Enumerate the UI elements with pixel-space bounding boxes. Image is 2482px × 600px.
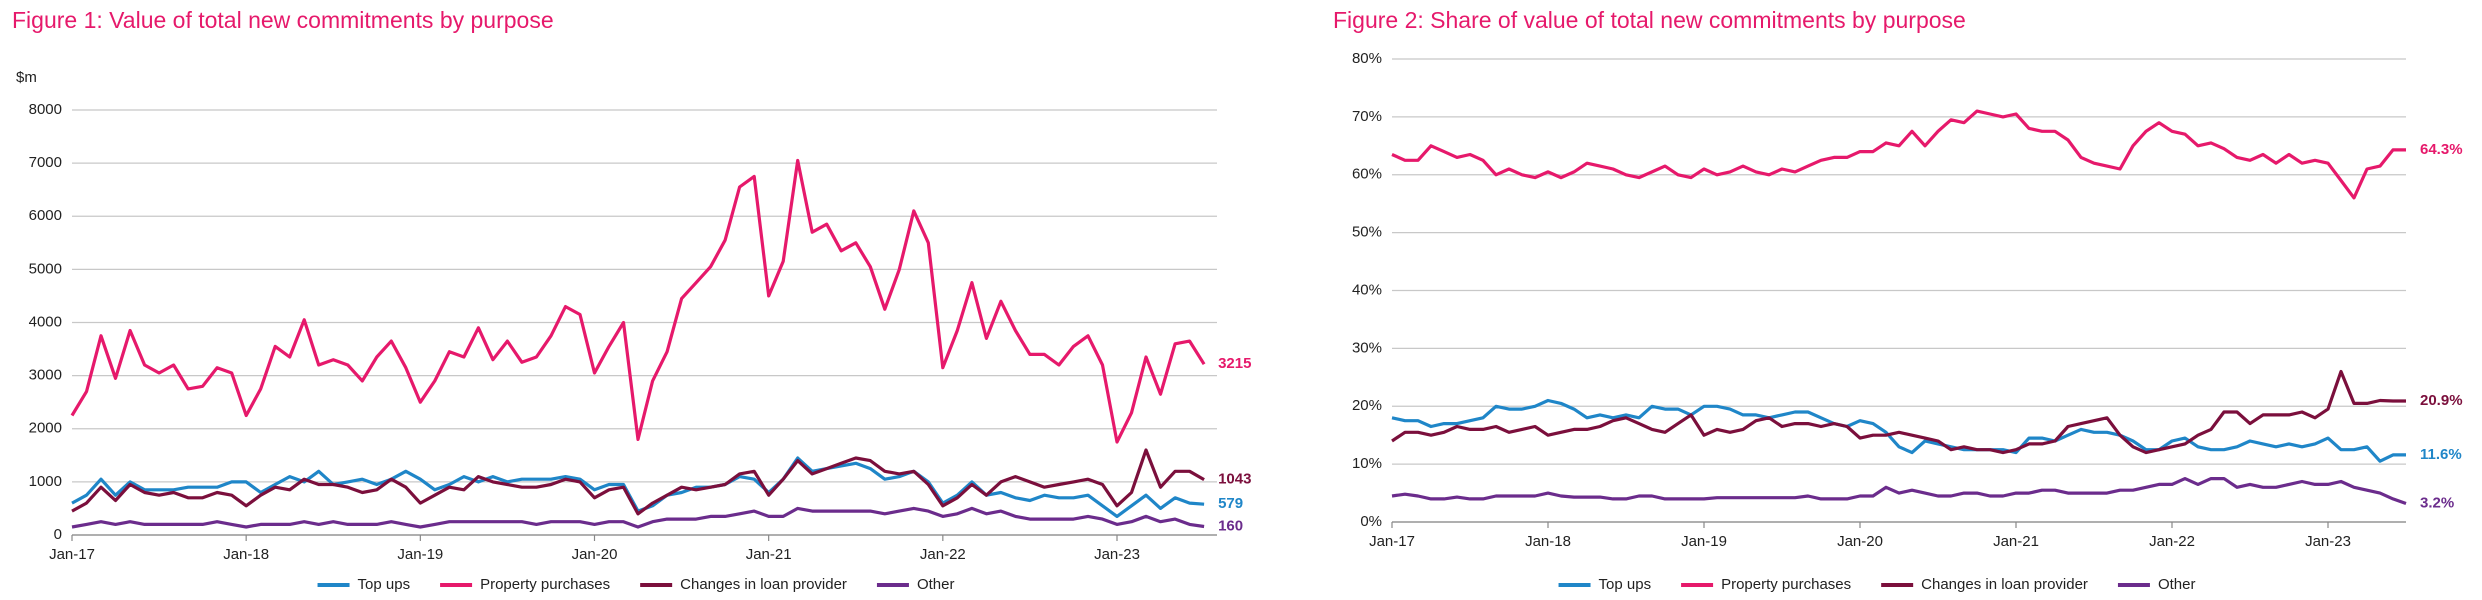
series-line — [1391, 398, 2406, 463]
x-tick-label: Jan-21 — [746, 546, 792, 563]
x-tick-label: Jan-19 — [397, 546, 443, 563]
series-line — [1391, 477, 2407, 506]
y-tick-label: 70% — [1352, 108, 1382, 125]
y-tick-label: 5000 — [29, 260, 62, 277]
y-tick-label: 30% — [1352, 339, 1382, 356]
x-tick-label: Jan-17 — [1369, 533, 1415, 550]
y-axis-label: $m — [16, 69, 37, 86]
legend-label: Other — [2158, 576, 2196, 593]
y-tick-label: 60% — [1352, 166, 1382, 183]
x-tick-label: Jan-23 — [1094, 546, 1140, 563]
y-tick-label: 7000 — [29, 154, 62, 171]
legend-label: Changes in loan provider — [680, 576, 847, 593]
y-tick-label: 0% — [1360, 513, 1382, 530]
x-tick-label: Jan-18 — [1525, 533, 1571, 550]
y-tick-label: 8000 — [29, 101, 62, 118]
end-label: 11.6% — [2420, 446, 2462, 463]
end-label: 3215 — [1218, 355, 1251, 372]
x-tick-label: Jan-17 — [49, 546, 95, 563]
y-tick-label: 0 — [54, 526, 62, 543]
x-tick-label: Jan-18 — [223, 546, 269, 563]
chart-title: Figure 2: Share of value of total new co… — [1333, 7, 1966, 33]
series-line — [71, 456, 1205, 518]
y-tick-label: 2000 — [29, 420, 62, 437]
x-tick-label: Jan-19 — [1681, 533, 1727, 550]
x-tick-label: Jan-20 — [572, 546, 618, 563]
chart-title: Figure 1: Value of total new commitments… — [12, 7, 554, 33]
x-tick-label: Jan-20 — [1837, 533, 1883, 550]
end-label: 64.3% — [2420, 141, 2463, 158]
x-tick-label: Jan-22 — [2149, 533, 2195, 550]
series-line — [1391, 109, 2406, 200]
legend-label: Property purchases — [480, 576, 610, 593]
y-tick-label: 50% — [1352, 224, 1382, 241]
series-line — [70, 158, 1206, 444]
end-label: 160 — [1218, 517, 1243, 534]
series-line — [1391, 369, 2406, 455]
y-tick-label: 3000 — [29, 367, 62, 384]
y-tick-label: 40% — [1352, 281, 1382, 298]
legend-label: Changes in loan provider — [1921, 576, 2088, 593]
y-tick-label: 1000 — [29, 473, 62, 490]
legend-label: Property purchases — [1721, 576, 1851, 593]
y-tick-label: 6000 — [29, 207, 62, 224]
series-line — [71, 506, 1205, 529]
y-tick-label: 10% — [1352, 455, 1382, 472]
y-tick-label: 80% — [1352, 50, 1382, 67]
x-tick-label: Jan-22 — [920, 546, 966, 563]
legend-label: Top ups — [1599, 576, 1652, 593]
end-label: 1043 — [1218, 471, 1251, 488]
x-tick-label: Jan-21 — [1993, 533, 2039, 550]
legend-label: Top ups — [358, 576, 411, 593]
end-label: 3.2% — [2420, 494, 2454, 511]
end-label: 20.9% — [2420, 392, 2463, 409]
legend-label: Other — [917, 576, 955, 593]
x-tick-label: Jan-23 — [2305, 533, 2351, 550]
series-line — [71, 448, 1205, 516]
y-tick-label: 20% — [1352, 397, 1382, 414]
end-label: 579 — [1218, 495, 1243, 512]
y-tick-label: 4000 — [29, 313, 62, 330]
